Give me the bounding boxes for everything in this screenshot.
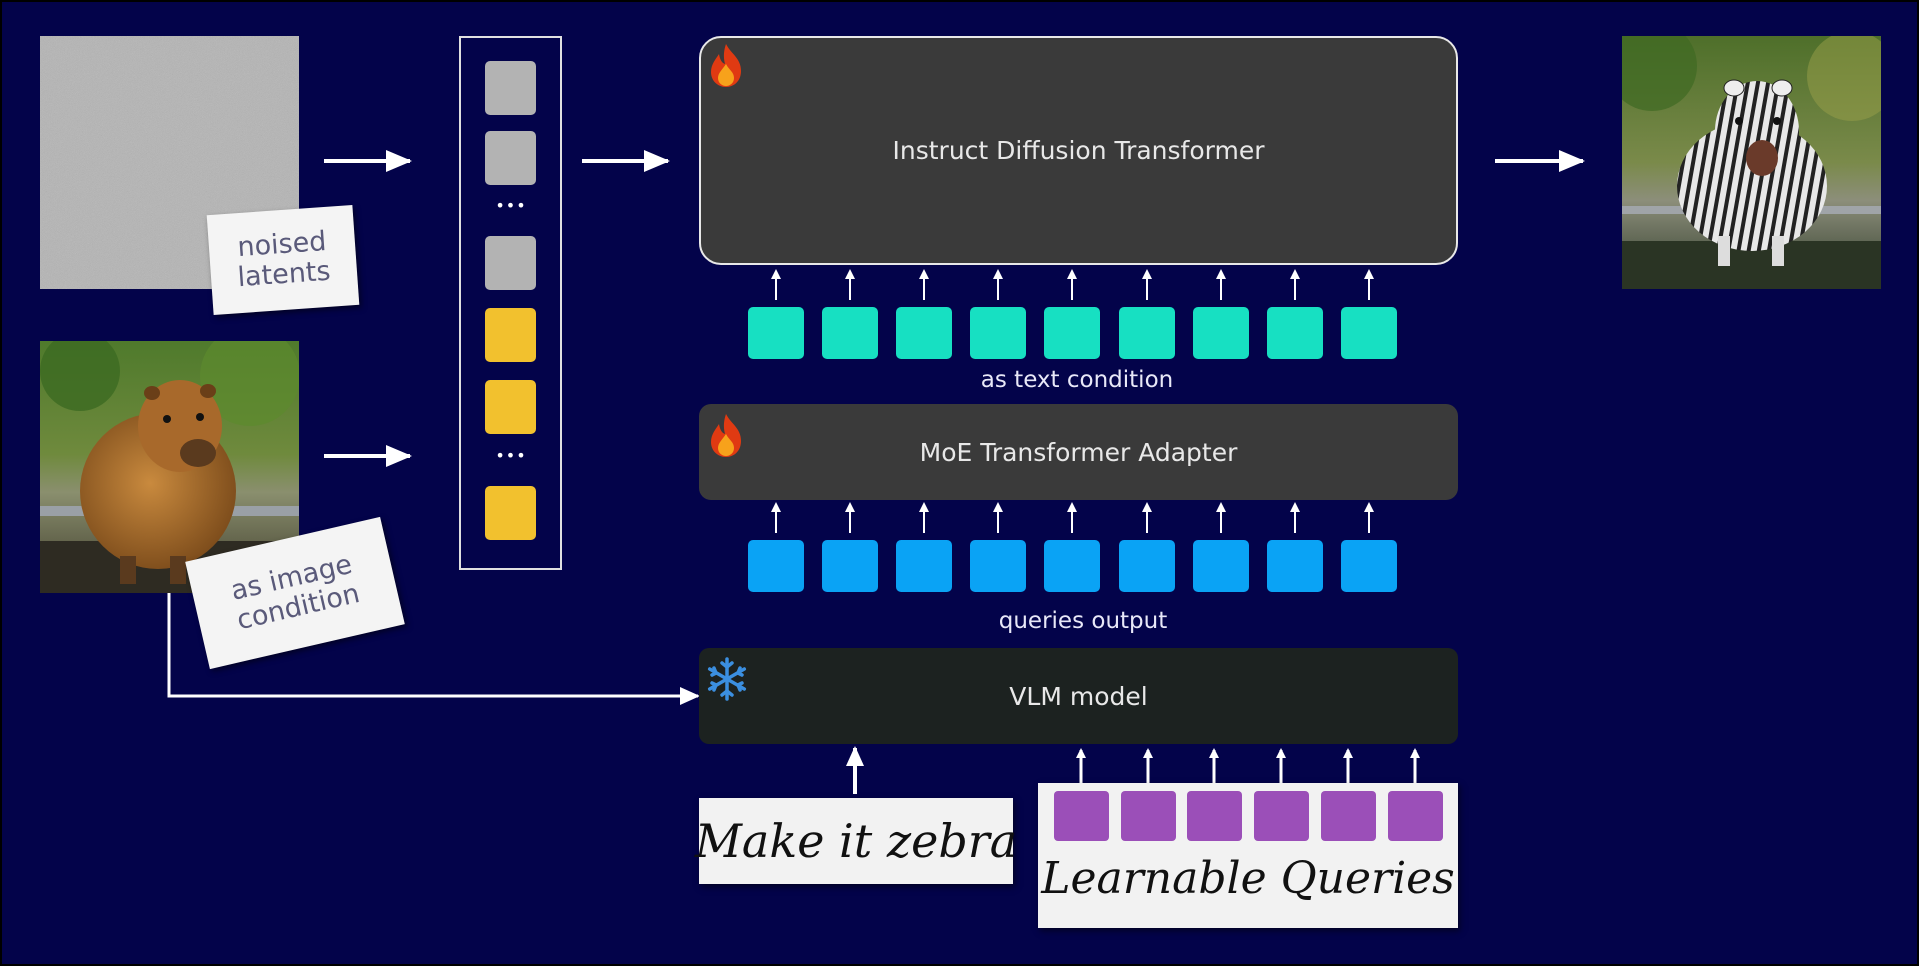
queries-output-caption: queries output — [998, 608, 1168, 634]
text-condition-token — [970, 307, 1026, 359]
text-condition-token — [1341, 307, 1397, 359]
instruction-text: Make it zebra — [694, 814, 1018, 868]
moe-transformer-adapter-block: MoE Transformer Adapter — [699, 404, 1458, 500]
learnable-query-token — [1321, 791, 1376, 841]
learnable-query-token — [1187, 791, 1242, 841]
fire-icon — [711, 44, 741, 87]
text-condition-caption: as text condition — [980, 367, 1174, 393]
vlm-label: VLM model — [1009, 681, 1148, 711]
dit-label: Instruct Diffusion Transformer — [892, 136, 1265, 165]
text-condition-token — [822, 307, 878, 359]
moe-label: MoE Transformer Adapter — [919, 437, 1238, 467]
latent-token — [485, 236, 536, 290]
query-output-token — [970, 540, 1026, 592]
learnable-query-token — [1121, 791, 1176, 841]
text-condition-token — [748, 307, 804, 359]
capybara-input-image — [40, 341, 299, 593]
query-output-token — [748, 540, 804, 592]
snowflake-icon — [707, 657, 747, 701]
arrow-image-to-vlm — [167, 593, 700, 705]
fire-icon — [711, 414, 741, 457]
learnable-queries-text: Learnable Queries — [1041, 852, 1455, 904]
query-output-token — [1044, 540, 1100, 592]
ellipsis: ••• — [495, 196, 527, 215]
zebra-output-image — [1622, 36, 1881, 289]
query-output-token — [1267, 540, 1323, 592]
learnable-queries-label: Learnable Queries — [1038, 848, 1458, 908]
image-token — [485, 308, 536, 362]
query-output-token — [1119, 540, 1175, 592]
learnable-query-token — [1054, 791, 1109, 841]
query-output-token — [896, 540, 952, 592]
instruction-text-card: Make it zebra — [695, 798, 1017, 884]
text-condition-token — [1119, 307, 1175, 359]
learnable-query-token — [1254, 791, 1309, 841]
ellipsis: ••• — [495, 446, 527, 465]
text-condition-token — [1267, 307, 1323, 359]
text-condition-token — [896, 307, 952, 359]
instruct-diffusion-transformer-block: Instruct Diffusion Transformer — [699, 36, 1458, 265]
text-condition-token — [1044, 307, 1100, 359]
vlm-model-block: VLM model — [699, 648, 1458, 744]
image-token — [485, 380, 536, 434]
query-output-token — [1341, 540, 1397, 592]
text-condition-token — [1193, 307, 1249, 359]
query-output-token — [1193, 540, 1249, 592]
latent-token — [485, 131, 536, 185]
latent-token — [485, 61, 536, 115]
image-token — [485, 486, 536, 540]
token-sequence-column — [459, 36, 562, 570]
query-output-token — [822, 540, 878, 592]
learnable-query-token — [1388, 791, 1443, 841]
